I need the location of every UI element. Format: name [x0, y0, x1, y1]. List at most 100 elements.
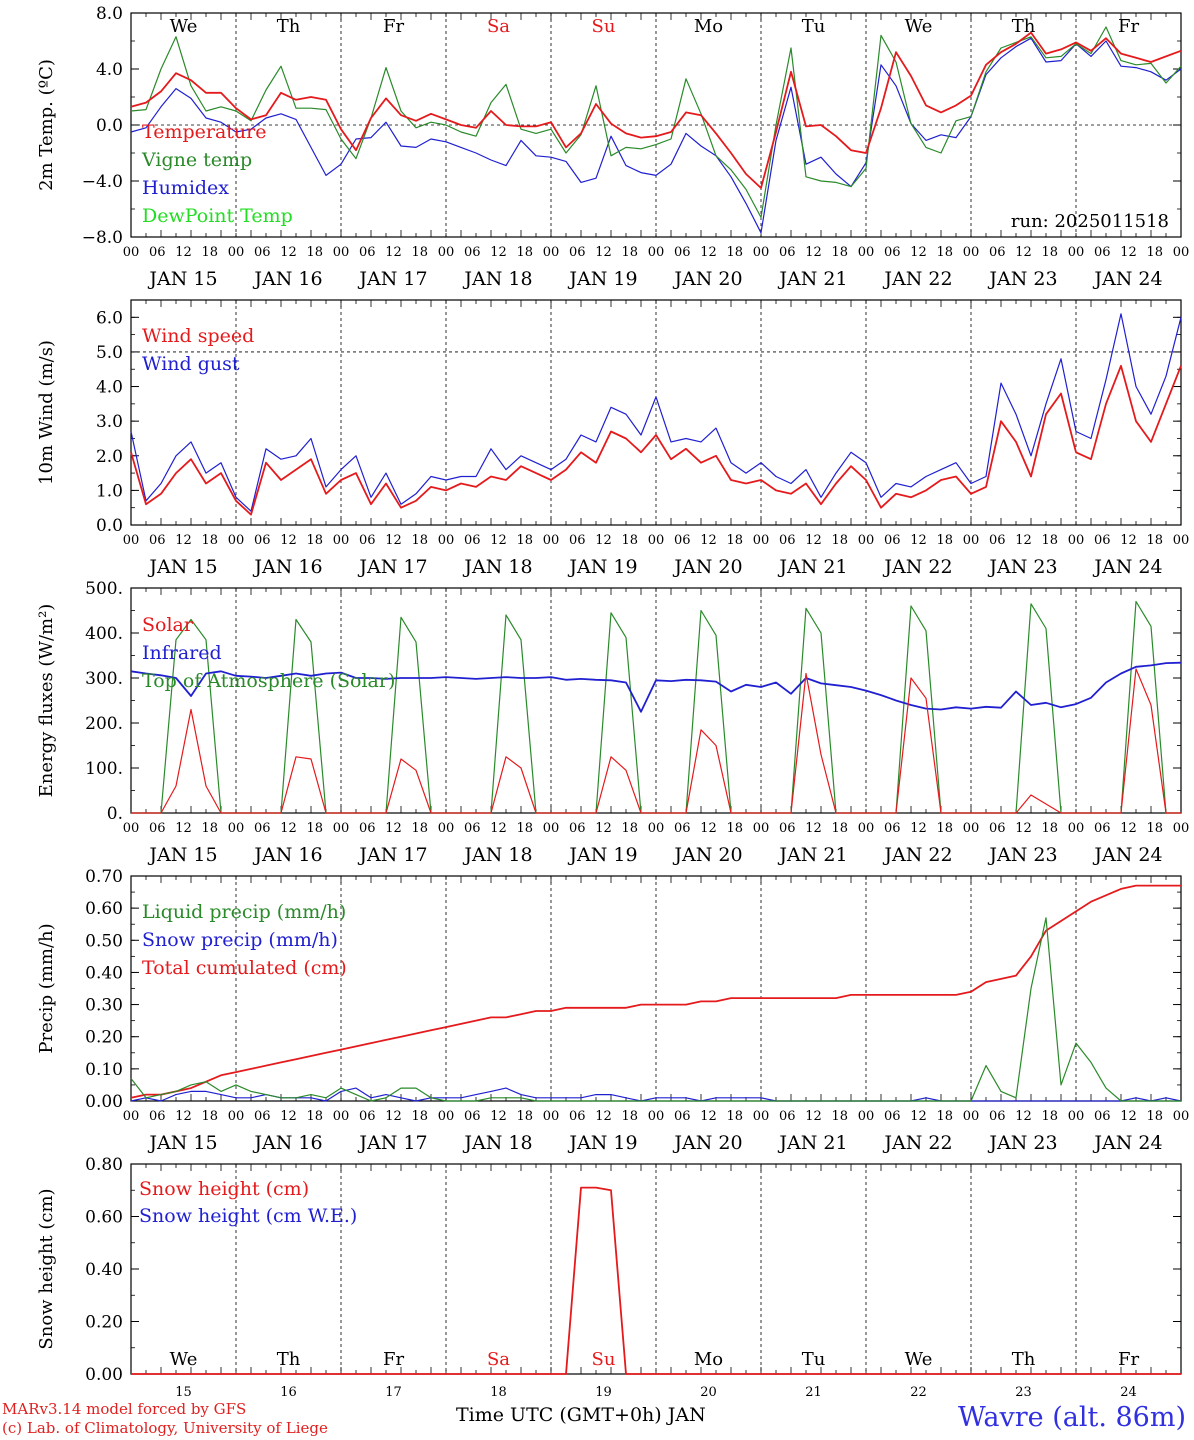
hour-label: 18	[726, 1109, 743, 1124]
hour-label: 00	[543, 245, 560, 260]
hour-label: 00	[438, 245, 455, 260]
hour-label: 06	[779, 1109, 796, 1124]
legend-entry: DewPoint Temp	[142, 205, 293, 227]
hour-label: 18	[306, 533, 323, 548]
hour-label: 00	[963, 245, 980, 260]
hour-label: 12	[490, 1109, 507, 1124]
weekday-label: We	[170, 1349, 198, 1370]
hour-label: 18	[201, 533, 218, 548]
hour-label: 00	[438, 821, 455, 836]
date-label: JAN 22	[882, 844, 952, 866]
series-line-snow-height-cm-	[131, 1186, 1181, 1375]
date-label: JAN 21	[777, 268, 847, 290]
hour-label: 06	[359, 245, 376, 260]
y-tick-label: 0.50	[85, 931, 123, 951]
hour-label: 12	[175, 245, 192, 260]
hour-label: 12	[385, 1109, 402, 1124]
date-label: JAN 18	[462, 556, 532, 578]
legend-entry: Wind gust	[142, 353, 240, 375]
hour-label: 18	[621, 1109, 638, 1124]
weekday-label: Fr	[1118, 16, 1139, 37]
hour-label: 18	[201, 1109, 218, 1124]
weekday-label: Tu	[802, 1349, 826, 1370]
hour-label: 12	[700, 533, 717, 548]
y-tick-label: 4.0	[96, 378, 123, 398]
hour-label: 12	[595, 533, 612, 548]
weekday-label: Su	[592, 16, 616, 37]
hour-label: 06	[989, 245, 1006, 260]
hour-label: 06	[254, 245, 271, 260]
hour-label: 06	[464, 245, 481, 260]
series-line-snow-precip-mm-h-	[130, 1087, 1182, 1102]
y-tick-label: 0.20	[85, 1028, 123, 1048]
weekday-label: Th	[1012, 1349, 1036, 1370]
hour-label: 06	[359, 1109, 376, 1124]
hour-label: 00	[858, 245, 875, 260]
hour-label: 00	[858, 1109, 875, 1124]
hour-label: 06	[674, 821, 691, 836]
hour-label: 06	[149, 1109, 166, 1124]
day-number-label: 15	[175, 1385, 192, 1400]
hour-label: 18	[306, 1109, 323, 1124]
hour-label: 12	[1120, 245, 1137, 260]
hour-label: 18	[621, 821, 638, 836]
panel-precip: 0.70 0.60 0.50 0.40 0.30 0.20 0.10 0.00 Precip (…	[36, 867, 1189, 1154]
hour-label: 06	[674, 533, 691, 548]
hour-label: 00	[228, 245, 245, 260]
hour-label: 00	[648, 245, 665, 260]
date-label: JAN 17	[357, 844, 427, 866]
hour-label: 00	[753, 1109, 770, 1124]
y-tick-label: 500.	[85, 579, 123, 599]
date-label: JAN 17	[357, 1132, 427, 1154]
hour-label: 00	[1173, 533, 1190, 548]
hour-label: 18	[936, 821, 953, 836]
hour-label: 12	[280, 245, 297, 260]
day-number-label: 16	[280, 1385, 297, 1400]
series-line-temperature	[130, 31, 1182, 189]
hour-label: 00	[1068, 533, 1085, 548]
y-tick-label: 0.00	[85, 1365, 123, 1385]
hour-label: 18	[936, 533, 953, 548]
hour-label: 06	[359, 821, 376, 836]
hour-label: 12	[280, 1109, 297, 1124]
legend-entry: Liquid precip (mm/h)	[142, 901, 346, 923]
hour-label: 18	[1146, 533, 1163, 548]
y-tick-label: 5.0	[96, 343, 123, 363]
y-tick-label: 0.0	[96, 116, 123, 136]
hour-label: 18	[516, 1109, 533, 1124]
hour-label: 12	[385, 821, 402, 836]
hour-label: 00	[1173, 821, 1190, 836]
hour-label: 18	[831, 821, 848, 836]
hour-label: 18	[411, 533, 428, 548]
hour-label: 18	[201, 821, 218, 836]
hour-label: 00	[333, 533, 350, 548]
hour-label: 12	[805, 533, 822, 548]
date-label: JAN 20	[672, 1132, 742, 1154]
hour-label: 12	[385, 245, 402, 260]
hour-label: 18	[411, 821, 428, 836]
hour-label: 00	[123, 245, 140, 260]
panel-flux: 500. 400. 300. 200. 100. 0. Energy fluxes (W/m…	[36, 579, 1189, 866]
hour-label: 12	[910, 533, 927, 548]
legend-entry: Temperature	[142, 121, 266, 143]
hour-label: 06	[884, 533, 901, 548]
legend-entry: Top of Atmosphere (Solar)	[142, 670, 395, 692]
hour-label: 00	[1173, 245, 1190, 260]
hour-label: 00	[753, 245, 770, 260]
hour-label: 12	[385, 533, 402, 548]
y-tick-label: 1.0	[96, 481, 123, 501]
hour-label: 00	[123, 821, 140, 836]
hour-label: 00	[543, 821, 560, 836]
weekday-label: Sa	[487, 1349, 510, 1370]
weekday-label: Mo	[694, 1349, 723, 1370]
hour-label: 12	[910, 821, 927, 836]
hour-label: 18	[516, 245, 533, 260]
weekday-label: Th	[277, 16, 301, 37]
hour-label: 00	[123, 533, 140, 548]
legend-entry: Infrared	[142, 642, 222, 664]
hour-label: 00	[228, 821, 245, 836]
hour-label: 06	[1094, 1109, 1111, 1124]
y-axis-label: 10m Wind (m/s)	[36, 340, 57, 485]
weekday-label: We	[905, 1349, 933, 1370]
hour-label: 00	[228, 1109, 245, 1124]
